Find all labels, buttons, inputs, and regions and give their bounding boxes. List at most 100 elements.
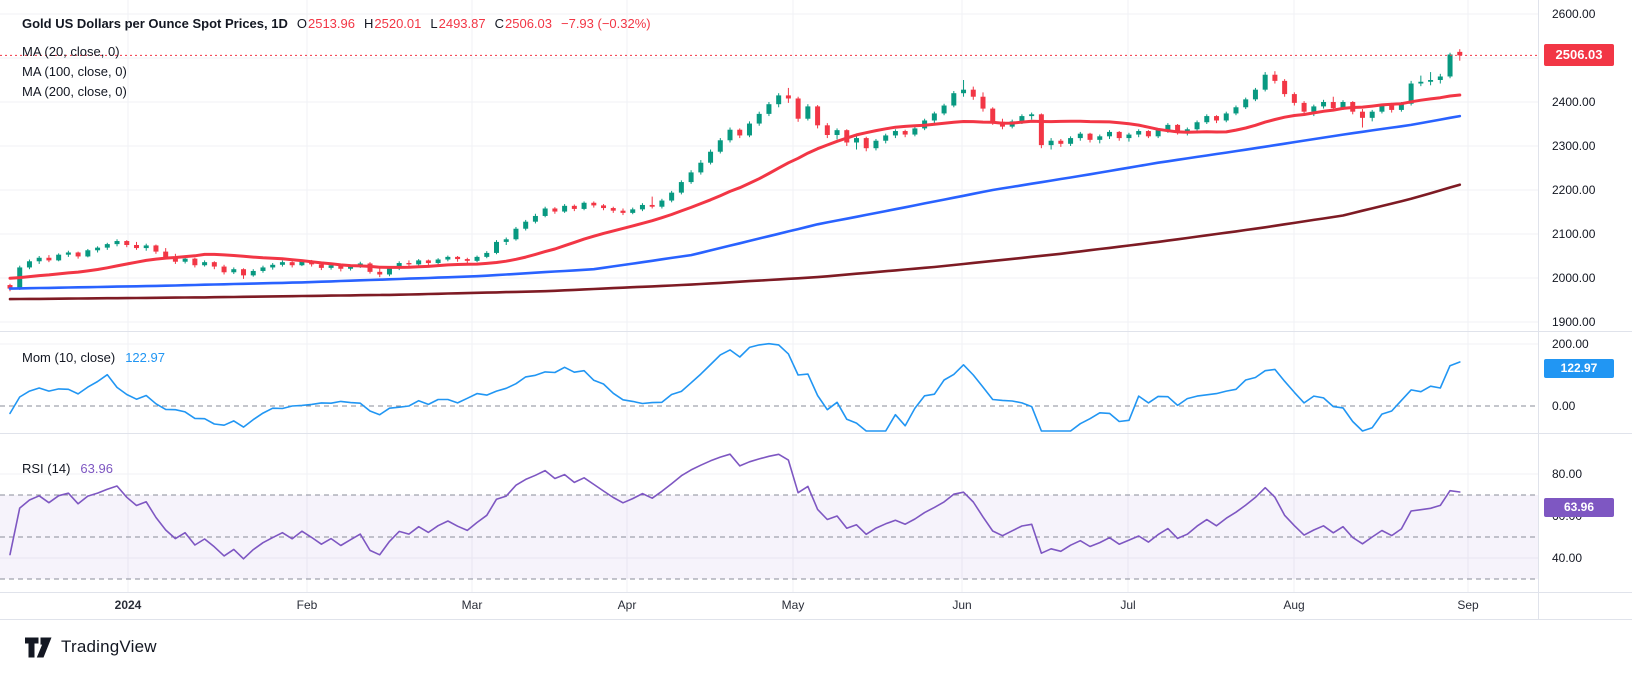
footer-bar: TradingView [0, 620, 1632, 674]
candle-body [717, 140, 723, 152]
price-tick-label: 2300.00 [1552, 139, 1596, 153]
candle-body [1165, 124, 1171, 131]
tradingview-logo-icon[interactable] [25, 636, 52, 659]
candle-body [1321, 102, 1327, 107]
candle-body [172, 257, 178, 262]
candle-body [163, 251, 169, 258]
legend-rsi[interactable]: RSI (14) 63.96 [22, 461, 113, 477]
candle-body [250, 270, 256, 276]
candle-body [1204, 116, 1210, 123]
candle-body [970, 89, 976, 97]
candle-body [513, 228, 519, 240]
legend-momentum[interactable]: Mom (10, close) 122.97 [22, 350, 165, 366]
momentum-badge: 122.97 [1544, 359, 1614, 378]
legend-ma200[interactable]: MA (200, close, 0) [22, 84, 127, 99]
candle-body [1457, 51, 1463, 56]
candle-body [941, 105, 947, 114]
candle-body [396, 263, 402, 269]
candle-body [912, 128, 918, 135]
candle-body [1097, 136, 1103, 140]
change-value: −7.93 (−0.32%) [561, 16, 651, 31]
candle-body [980, 96, 986, 109]
candle-body [338, 265, 344, 269]
candle-body [1272, 74, 1278, 81]
candle-body [46, 257, 52, 261]
candle-body [36, 257, 42, 262]
candle-body [931, 113, 937, 121]
candle-body [610, 208, 616, 211]
candle-body [503, 239, 509, 242]
candle-body [649, 204, 655, 207]
candle-body [455, 256, 461, 260]
chart-canvas[interactable]: 2600.00 2400.00 2300.00 2200.00 2100.00 2000.… [0, 0, 1632, 620]
rsi-tick-label: 80.00 [1552, 467, 1582, 481]
candle-body [241, 269, 247, 276]
candle-body [1311, 106, 1317, 112]
candle-body [1038, 114, 1044, 146]
symbol-title-row[interactable]: Gold US Dollars per Ounce Spot Prices, 1… [22, 16, 651, 32]
candle-body [1106, 131, 1112, 137]
time-axis-label: Aug [1283, 598, 1304, 612]
candle-body [104, 244, 110, 248]
last-price-badge: 2506.03 [1544, 44, 1614, 66]
legend-ma100[interactable]: MA (100, close, 0) [22, 64, 127, 79]
candle-body [1359, 111, 1365, 118]
candle-body [1340, 102, 1346, 109]
candle-body [114, 241, 120, 245]
candle-body [299, 261, 305, 266]
candle-body [474, 256, 480, 261]
candle-body [143, 245, 149, 249]
mom-tick-label: 200.00 [1552, 337, 1589, 351]
ma20-line [8, 93, 1462, 280]
candle-body [124, 241, 130, 245]
candle-body [1252, 89, 1258, 100]
candle-body [231, 269, 237, 273]
candle-body [620, 210, 626, 213]
price-tick-label: 2100.00 [1552, 227, 1596, 241]
momentum-label: Mom (10, close) [22, 350, 116, 365]
candle-body [571, 205, 577, 209]
candle-body [902, 131, 908, 135]
low-value: 2493.87 [438, 16, 486, 31]
price-tick-label: 2000.00 [1552, 271, 1596, 285]
symbol-title: Gold US Dollars per Ounce Spot Prices, 1… [22, 16, 288, 31]
candle-body [1243, 99, 1249, 108]
open-value: 2513.96 [307, 16, 355, 31]
mom-tick-label: 0.00 [1552, 399, 1576, 413]
candle-body [56, 254, 62, 261]
candle-body [581, 202, 587, 209]
candle-body [639, 204, 645, 210]
rsi-value: 63.96 [80, 461, 113, 476]
candle-body [766, 104, 772, 114]
ma200-line [8, 183, 1462, 301]
legend-ma20[interactable]: MA (20, close, 0) [22, 44, 120, 59]
time-axis-label: Apr [618, 598, 637, 612]
candle-body [416, 260, 422, 265]
momentum-value: 122.97 [125, 350, 165, 365]
candle-body [1155, 130, 1161, 137]
candle-body [435, 259, 441, 264]
candle-body [1398, 103, 1404, 110]
candle-body [678, 182, 684, 193]
rsi-badge: 63.96 [1544, 498, 1614, 517]
candle-body [1214, 116, 1220, 121]
candle-body [1029, 114, 1035, 117]
candle-body [484, 252, 490, 257]
candle-body [1175, 124, 1181, 133]
candle-body [1145, 131, 1151, 137]
price-tick-label: 2200.00 [1552, 183, 1596, 197]
high-value: 2520.01 [374, 16, 422, 31]
candle-body [552, 208, 558, 212]
candle-body [854, 138, 860, 143]
close-value: 2506.03 [505, 16, 552, 31]
brand-wordmark[interactable]: TradingView [61, 637, 157, 656]
rsi-line [9, 453, 1461, 560]
candle-body [961, 89, 967, 94]
candle-body [406, 263, 412, 265]
time-axis-label: Mar [462, 598, 483, 612]
candle-body [824, 125, 830, 135]
time-axis-label: May [782, 598, 805, 612]
candle-body [756, 113, 762, 124]
candle-body [153, 245, 159, 252]
candle-body [1437, 76, 1443, 80]
